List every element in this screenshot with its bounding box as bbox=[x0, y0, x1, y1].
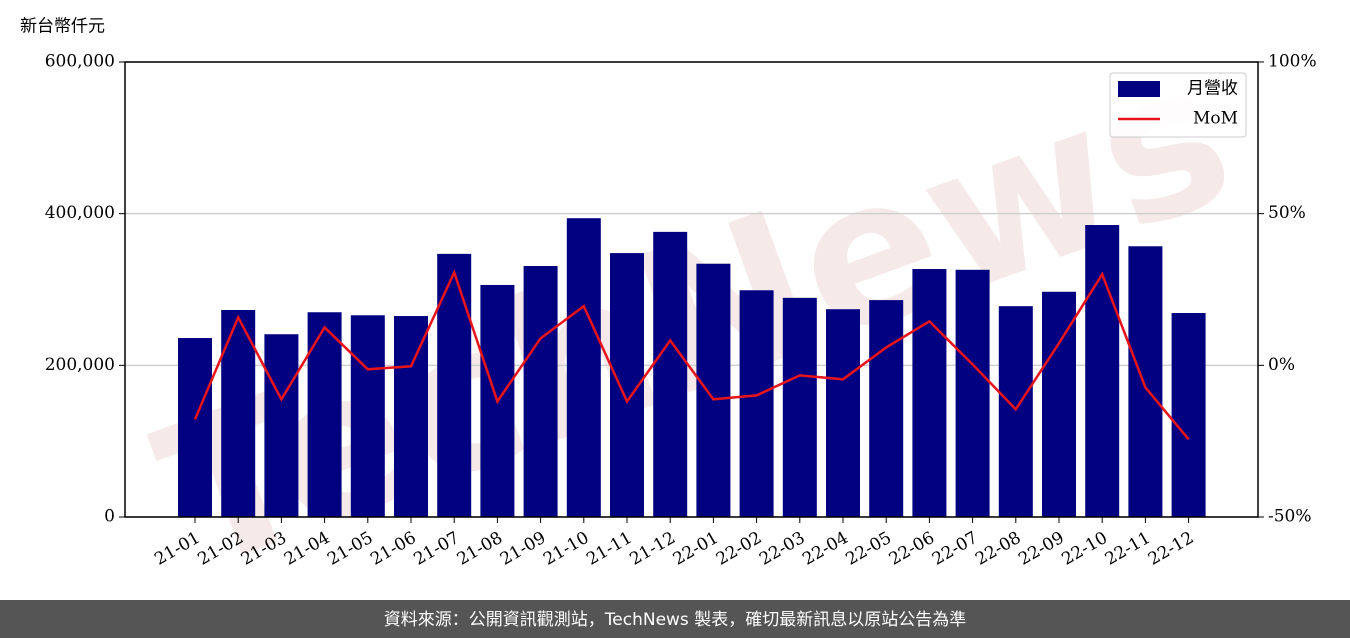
bar bbox=[1085, 225, 1120, 517]
legend-swatch bbox=[1118, 81, 1160, 97]
bar bbox=[696, 263, 731, 517]
x-tick-label: 21-11 bbox=[583, 528, 635, 570]
x-tick-label: 22-02 bbox=[713, 528, 765, 570]
bar bbox=[826, 309, 860, 517]
y2-tick-label: 0% bbox=[1268, 355, 1295, 375]
x-tick-label: 22-11 bbox=[1102, 528, 1154, 570]
legend-label: 月營收 bbox=[1187, 79, 1238, 99]
x-tick-label: 22-06 bbox=[886, 528, 938, 570]
bar bbox=[653, 231, 688, 517]
bar bbox=[1128, 246, 1163, 517]
x-tick-label: 21-08 bbox=[454, 528, 506, 570]
plot-frame bbox=[124, 61, 1259, 518]
bar bbox=[1171, 313, 1206, 517]
x-tick-label: 22-09 bbox=[1015, 528, 1067, 570]
y-tick-label: 400,000 bbox=[45, 203, 115, 223]
x-tick-label: 22-10 bbox=[1059, 528, 1111, 570]
x-tick-label: 22-01 bbox=[670, 528, 722, 570]
legend-label: MoM bbox=[1193, 109, 1238, 129]
y-tick-label: 600,000 bbox=[45, 52, 115, 72]
y2-tick-label: 50% bbox=[1268, 203, 1306, 223]
bar bbox=[566, 218, 601, 517]
y-axis-label: 新台幣仟元 bbox=[20, 17, 105, 37]
footer-bar bbox=[0, 600, 1350, 638]
x-tick-label: 22-07 bbox=[929, 528, 981, 570]
x-tick-label: 21-12 bbox=[627, 528, 679, 570]
x-tick-label: 22-05 bbox=[843, 528, 895, 570]
bar bbox=[739, 290, 774, 517]
line bbox=[193, 269, 1190, 441]
y-tick-label: 0 bbox=[104, 507, 115, 527]
x-tick-label: 22-03 bbox=[756, 528, 808, 570]
y-tick-label: 200,000 bbox=[45, 355, 115, 375]
x-tick-label: 22-04 bbox=[799, 528, 851, 570]
x-tick-label: 22-08 bbox=[972, 528, 1024, 570]
x-tick-label: 22-12 bbox=[1145, 528, 1197, 570]
x-tick-label: 21-10 bbox=[540, 528, 592, 570]
x-tick-label: 21-09 bbox=[497, 528, 549, 570]
footer-text: 資料來源：公開資訊觀測站，TechNews 製表，確切最新訊息以原站公告為準 bbox=[384, 610, 966, 630]
bar bbox=[998, 306, 1033, 517]
bar bbox=[782, 297, 817, 517]
bar bbox=[350, 315, 385, 517]
bar bbox=[912, 269, 947, 517]
bar bbox=[178, 338, 212, 517]
bar bbox=[1042, 291, 1076, 517]
y2-tick-label: -50% bbox=[1268, 507, 1312, 527]
bar bbox=[869, 300, 904, 517]
bar bbox=[437, 253, 472, 517]
bar bbox=[955, 269, 990, 517]
y2-tick-label: 100% bbox=[1268, 52, 1317, 72]
bar bbox=[307, 312, 342, 517]
bar bbox=[394, 316, 428, 517]
bar bbox=[523, 265, 558, 517]
bar bbox=[264, 334, 299, 517]
